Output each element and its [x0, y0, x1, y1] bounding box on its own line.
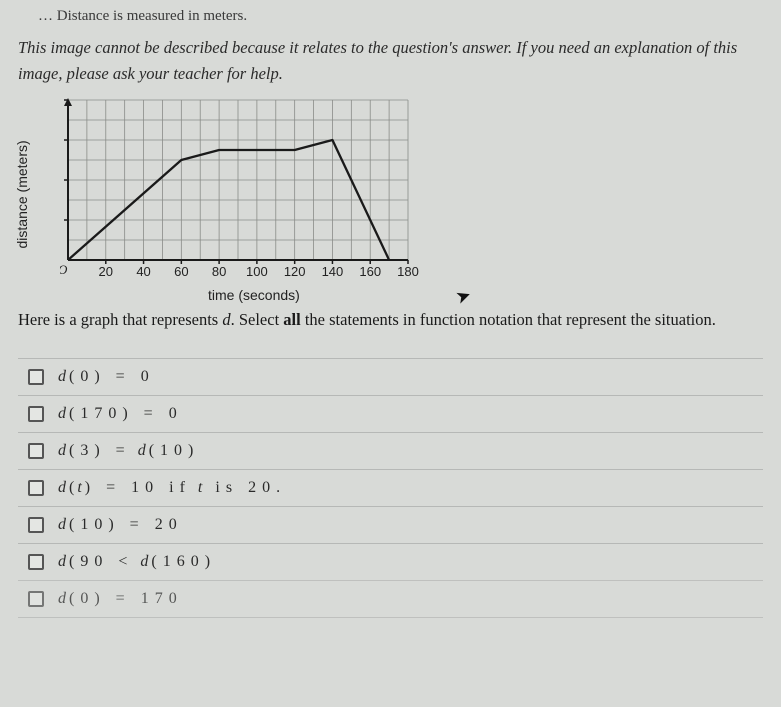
- checkbox[interactable]: [28, 406, 44, 422]
- y-axis-label: distance (meters): [14, 141, 30, 249]
- svg-text:O: O: [60, 262, 68, 276]
- option-label: d(90 < d(160): [58, 553, 213, 571]
- svg-text:120: 120: [284, 264, 306, 276]
- chart-svg: O2040608010012014016018020406080: [60, 94, 420, 276]
- prompt-text-c: the statements in function notation that…: [301, 310, 716, 329]
- option-row[interactable]: d(170) = 0: [18, 395, 763, 432]
- checkbox[interactable]: [28, 369, 44, 385]
- checkbox[interactable]: [28, 443, 44, 459]
- option-row[interactable]: d(10) = 20: [18, 506, 763, 543]
- x-axis-label: time (seconds): [208, 287, 300, 303]
- option-label: d(0) = 0: [58, 368, 152, 386]
- option-row[interactable]: d(t) = 10 if t is 20.: [18, 469, 763, 506]
- distance-time-chart: distance (meters) O204060801001201401601…: [28, 94, 448, 299]
- option-row[interactable]: d(90 < d(160): [18, 543, 763, 580]
- mouse-cursor-icon: ➤: [453, 284, 474, 309]
- prompt-var: d: [222, 310, 230, 329]
- svg-text:160: 160: [359, 264, 381, 276]
- option-label: d(170) = 0: [58, 405, 180, 423]
- checkbox[interactable]: [28, 480, 44, 496]
- checkbox[interactable]: [28, 517, 44, 533]
- checkbox[interactable]: [28, 554, 44, 570]
- option-label: d(t) = 10 if t is 20.: [58, 479, 283, 497]
- svg-text:100: 100: [246, 264, 268, 276]
- svg-text:140: 140: [322, 264, 344, 276]
- svg-text:80: 80: [212, 264, 226, 276]
- option-row[interactable]: d(0) = 0: [18, 358, 763, 395]
- prompt-text-a: Here is a graph that represents: [18, 310, 222, 329]
- option-label: d(3) = d(10): [58, 442, 196, 460]
- svg-text:180: 180: [397, 264, 419, 276]
- image-disclaimer: This image cannot be described because i…: [18, 35, 763, 88]
- truncated-header: … Distance is measured in meters.: [38, 8, 763, 25]
- option-row[interactable]: d(0) = 170: [18, 580, 763, 618]
- prompt-bold: all: [283, 310, 300, 329]
- svg-text:40: 40: [136, 264, 150, 276]
- prompt-text-b: . Select: [231, 310, 284, 329]
- svg-text:60: 60: [174, 264, 188, 276]
- option-label: d(0) = 170: [58, 590, 180, 608]
- question-prompt: Here is a graph that represents d. Selec…: [18, 307, 763, 333]
- option-row[interactable]: d(3) = d(10): [18, 432, 763, 469]
- checkbox[interactable]: [28, 591, 44, 607]
- svg-text:20: 20: [99, 264, 113, 276]
- answer-options: d(0) = 0 d(170) = 0 d(3) = d(10) d(t) = 10 …: [18, 358, 763, 618]
- option-label: d(10) = 20: [58, 516, 180, 534]
